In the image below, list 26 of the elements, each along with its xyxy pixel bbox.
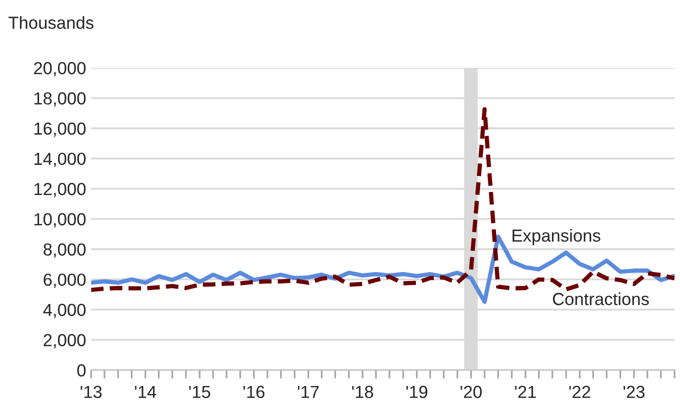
y-tick-label: 8,000 — [44, 243, 86, 258]
y-tick-label: 2,000 — [44, 334, 86, 348]
series-label: Contractions — [552, 292, 649, 306]
x-tick-label: '21 — [515, 386, 536, 398]
x-tick-label: '19 — [406, 386, 428, 398]
x-tick-label: '16 — [243, 386, 264, 398]
y-tick-label: 16,000 — [34, 122, 86, 137]
x-tick-label: '17 — [298, 386, 319, 398]
line-series — [91, 107, 675, 292]
y-tick-label: 20,000 — [34, 62, 86, 76]
y-tick-label: 18,000 — [34, 92, 86, 107]
y-tick-label: 12,000 — [34, 182, 86, 198]
x-tick-label: '23 — [624, 386, 645, 398]
x-tick-label: '18 — [352, 386, 374, 398]
y-tick-label: 6,000 — [44, 274, 86, 288]
x-tick-label: '14 — [134, 386, 156, 398]
x-tick-label: '20 — [460, 386, 482, 398]
y-axis-title: Thousands — [8, 16, 94, 29]
y-tick-label: 0 — [77, 364, 86, 377]
y-tick-label: 10,000 — [34, 213, 86, 228]
y-tick-label: 14,000 — [34, 152, 86, 168]
x-tick-label: '15 — [189, 386, 210, 398]
x-tick-label: '22 — [569, 386, 590, 398]
y-tick-label: 4,000 — [43, 304, 86, 318]
series-label: Expansions — [512, 229, 600, 246]
x-tick-label: '13 — [80, 386, 102, 398]
